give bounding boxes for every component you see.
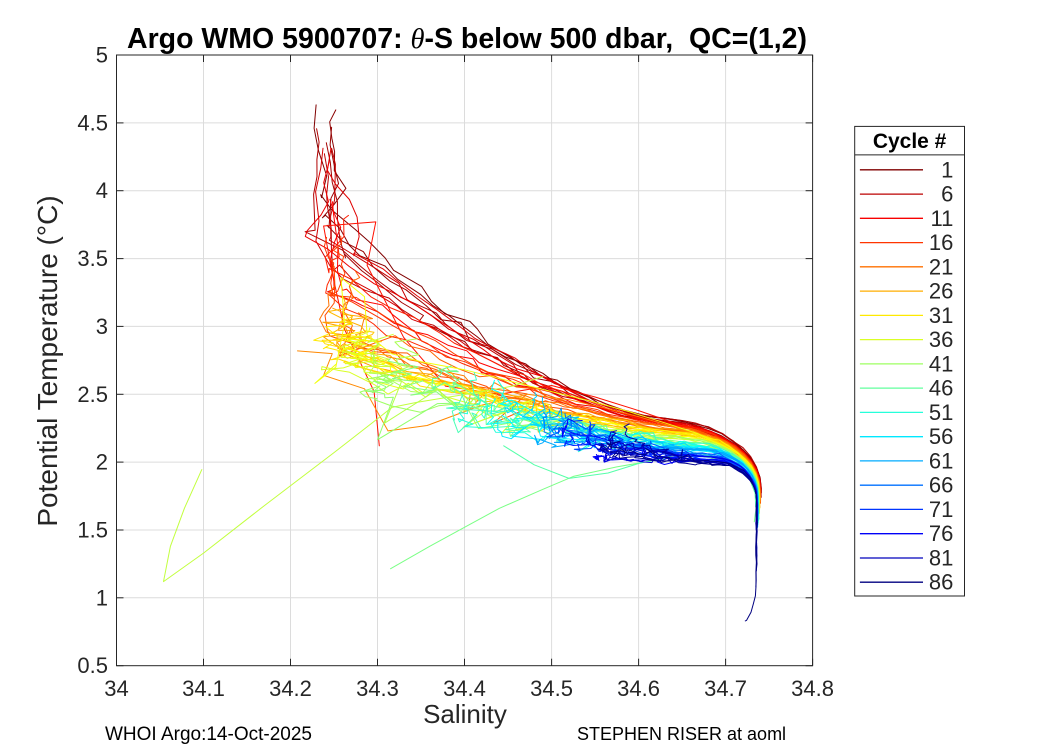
svg-text:41: 41 bbox=[929, 351, 953, 376]
svg-text:81: 81 bbox=[929, 546, 953, 571]
svg-text:Cycle #: Cycle # bbox=[873, 130, 947, 153]
svg-text:76: 76 bbox=[929, 521, 953, 546]
svg-text:34.7: 34.7 bbox=[704, 676, 747, 701]
svg-text:STEPHEN RISER at aoml: STEPHEN RISER at aoml bbox=[577, 724, 786, 744]
svg-text:21: 21 bbox=[929, 254, 953, 279]
svg-text:4.5: 4.5 bbox=[77, 110, 108, 135]
svg-text:11: 11 bbox=[931, 206, 954, 231]
svg-text:34.5: 34.5 bbox=[530, 676, 573, 701]
svg-text:46: 46 bbox=[929, 376, 953, 401]
svg-text:34: 34 bbox=[104, 676, 128, 701]
svg-text:26: 26 bbox=[929, 279, 953, 304]
svg-text:Salinity: Salinity bbox=[423, 699, 507, 729]
svg-text:WHOI Argo:14-Oct-2025: WHOI Argo:14-Oct-2025 bbox=[105, 724, 312, 745]
svg-text:6: 6 bbox=[941, 182, 953, 207]
svg-text:Potential Temperature (°C): Potential Temperature (°C) bbox=[32, 195, 63, 526]
svg-text:66: 66 bbox=[929, 473, 953, 498]
svg-text:5: 5 bbox=[96, 43, 108, 68]
svg-text:51: 51 bbox=[929, 400, 953, 425]
svg-text:34.1: 34.1 bbox=[182, 676, 225, 701]
svg-text:36: 36 bbox=[929, 327, 953, 352]
svg-text:34.4: 34.4 bbox=[443, 676, 486, 701]
svg-text:71: 71 bbox=[929, 497, 953, 522]
svg-text:34.6: 34.6 bbox=[617, 676, 660, 701]
svg-text:1: 1 bbox=[941, 157, 953, 182]
svg-text:Argo WMO 5900707: θ-S below 50: Argo WMO 5900707: θ-S below 500 dbar, QC… bbox=[127, 23, 807, 55]
svg-text:34.8: 34.8 bbox=[791, 676, 834, 701]
svg-text:34.3: 34.3 bbox=[356, 676, 399, 701]
svg-text:1.5: 1.5 bbox=[77, 518, 108, 543]
svg-text:56: 56 bbox=[929, 424, 953, 449]
svg-text:0.5: 0.5 bbox=[77, 653, 108, 678]
svg-text:86: 86 bbox=[929, 570, 953, 595]
svg-text:2: 2 bbox=[96, 450, 108, 475]
svg-text:31: 31 bbox=[929, 303, 953, 328]
svg-text:61: 61 bbox=[929, 448, 953, 473]
svg-text:1: 1 bbox=[96, 585, 108, 610]
svg-text:2.5: 2.5 bbox=[77, 382, 108, 407]
svg-text:3: 3 bbox=[96, 314, 108, 339]
svg-text:3.5: 3.5 bbox=[77, 246, 108, 271]
svg-text:4: 4 bbox=[96, 178, 108, 203]
svg-text:34.2: 34.2 bbox=[269, 676, 312, 701]
svg-text:16: 16 bbox=[929, 230, 953, 255]
